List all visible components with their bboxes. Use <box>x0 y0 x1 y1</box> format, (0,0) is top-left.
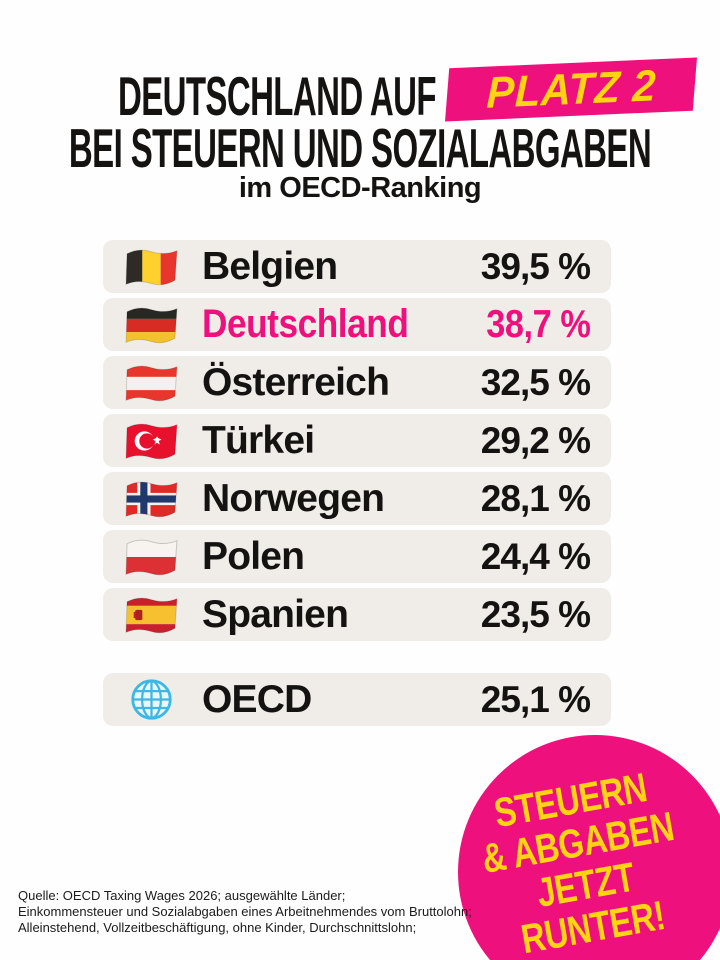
oecd-value-label: 25,1 % <box>480 678 591 720</box>
ranking-row-oesterreich: Österreich 32,5 % <box>103 356 611 409</box>
country-label: Norwegen <box>202 476 385 520</box>
poland-flag-icon <box>123 536 180 578</box>
source-note: Quelle: OECD Taxing Wages 2026; ausgewäh… <box>18 888 472 936</box>
platz-2-highlight-box: PLATZ 2 <box>445 57 697 122</box>
country-label: Spanien <box>202 592 349 636</box>
spain-flag-icon <box>123 594 180 636</box>
ranking-row-tuerkei: Türkei 29,2 % <box>103 414 611 467</box>
title-line1: DEUTSCHLAND AUF <box>118 65 437 127</box>
value-label: 24,4 % <box>480 535 591 577</box>
ranking-row-norwegen: Norwegen 28,1 % <box>103 472 611 525</box>
ranking-row-deutschland: Deutschland 38,7 % <box>103 298 611 351</box>
ranking-row-belgien: Belgien 39,5 % <box>103 240 611 293</box>
call-to-action-badge: STEUERN & ABGABEN JETZT RUNTER! <box>458 735 720 960</box>
oecd-label: OECD <box>202 677 312 721</box>
country-label: Türkei <box>202 418 315 462</box>
title-line2: BEI STEUERN UND SOZIALABGABEN <box>68 117 652 179</box>
badge-text-block: STEUERN & ABGABEN JETZT RUNTER! <box>436 713 720 960</box>
ranking-row-spanien: Spanien 23,5 % <box>103 588 611 641</box>
ranking-row-polen: Polen 24,4 % <box>103 530 611 583</box>
platz-2-label: PLATZ 2 <box>485 60 657 118</box>
ranking-list: Belgien 39,5 % Deutschland 38,7 % <box>103 240 611 726</box>
country-label: Österreich <box>202 360 390 404</box>
country-label: Deutschland <box>202 302 409 346</box>
value-label: 23,5 % <box>480 593 591 635</box>
globe-icon <box>123 679 180 721</box>
source-line-1: Quelle: OECD Taxing Wages 2026; ausgewäh… <box>18 888 346 903</box>
norway-flag-icon <box>123 478 180 520</box>
value-label: 32,5 % <box>480 361 591 403</box>
title-subtitle: im OECD-Ranking <box>238 172 482 204</box>
germany-flag-icon <box>123 304 180 346</box>
value-label: 28,1 % <box>480 477 591 519</box>
belgium-flag-icon <box>123 246 180 288</box>
value-label: 29,2 % <box>480 419 591 461</box>
value-label: 38,7 % <box>485 302 591 346</box>
country-label: Polen <box>202 534 305 578</box>
austria-flag-icon <box>123 362 180 404</box>
source-line-2: Einkommensteuer und Sozialabgaben eines … <box>18 904 472 919</box>
ranking-row-oecd-average: OECD 25,1 % <box>103 673 611 726</box>
source-line-3: Alleinstehend, Vollzeitbeschäftigung, oh… <box>18 920 417 935</box>
country-label: Belgien <box>202 244 338 288</box>
turkey-flag-icon <box>123 420 180 462</box>
value-label: 39,5 % <box>480 245 591 287</box>
